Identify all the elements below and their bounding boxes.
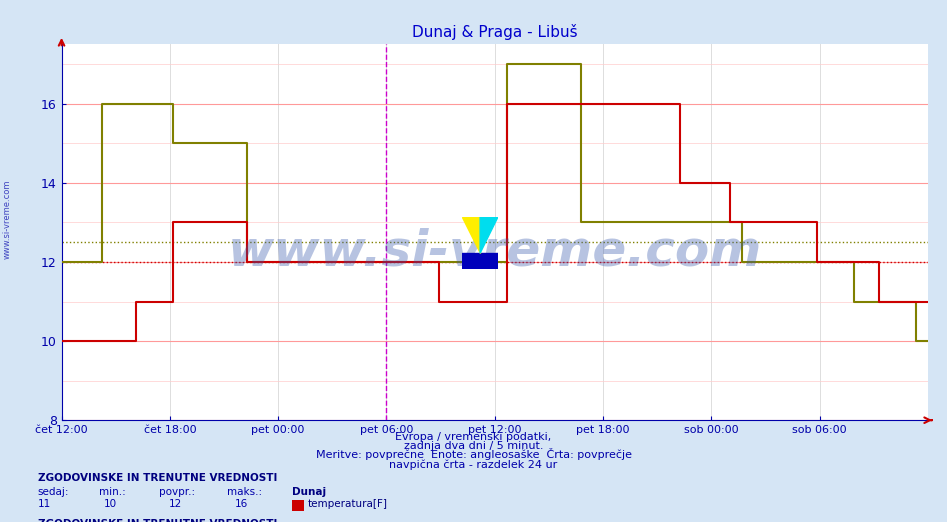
Text: navpična črta - razdelek 24 ur: navpična črta - razdelek 24 ur xyxy=(389,459,558,470)
Text: Meritve: povprečne  Enote: angleosaške  Črta: povprečje: Meritve: povprečne Enote: angleosaške Čr… xyxy=(315,448,632,460)
Text: min.:: min.: xyxy=(99,487,126,497)
Title: Dunaj & Praga - Libuš: Dunaj & Praga - Libuš xyxy=(412,25,578,40)
Text: Evropa / vremenski podatki,: Evropa / vremenski podatki, xyxy=(396,432,551,442)
Text: povpr.:: povpr.: xyxy=(159,487,195,497)
Polygon shape xyxy=(480,217,498,253)
Text: 10: 10 xyxy=(104,500,117,509)
Text: ZGODOVINSKE IN TRENUTNE VREDNOSTI: ZGODOVINSKE IN TRENUTNE VREDNOSTI xyxy=(38,473,277,483)
Text: sedaj:: sedaj: xyxy=(38,487,69,497)
Text: Dunaj: Dunaj xyxy=(292,487,326,497)
Text: maks.:: maks.: xyxy=(227,487,262,497)
Text: zadnja dva dni / 5 minut.: zadnja dva dni / 5 minut. xyxy=(403,441,544,451)
Text: 16: 16 xyxy=(235,500,248,509)
Text: ZGODOVINSKE IN TRENUTNE VREDNOSTI: ZGODOVINSKE IN TRENUTNE VREDNOSTI xyxy=(38,519,277,522)
Text: 12: 12 xyxy=(169,500,182,509)
Text: 11: 11 xyxy=(38,500,51,509)
Polygon shape xyxy=(462,253,498,269)
Text: temperatura[F]: temperatura[F] xyxy=(308,500,387,509)
Text: www.si-vreme.com: www.si-vreme.com xyxy=(3,180,12,259)
Polygon shape xyxy=(462,217,480,253)
Text: www.si-vreme.com: www.si-vreme.com xyxy=(227,227,762,275)
